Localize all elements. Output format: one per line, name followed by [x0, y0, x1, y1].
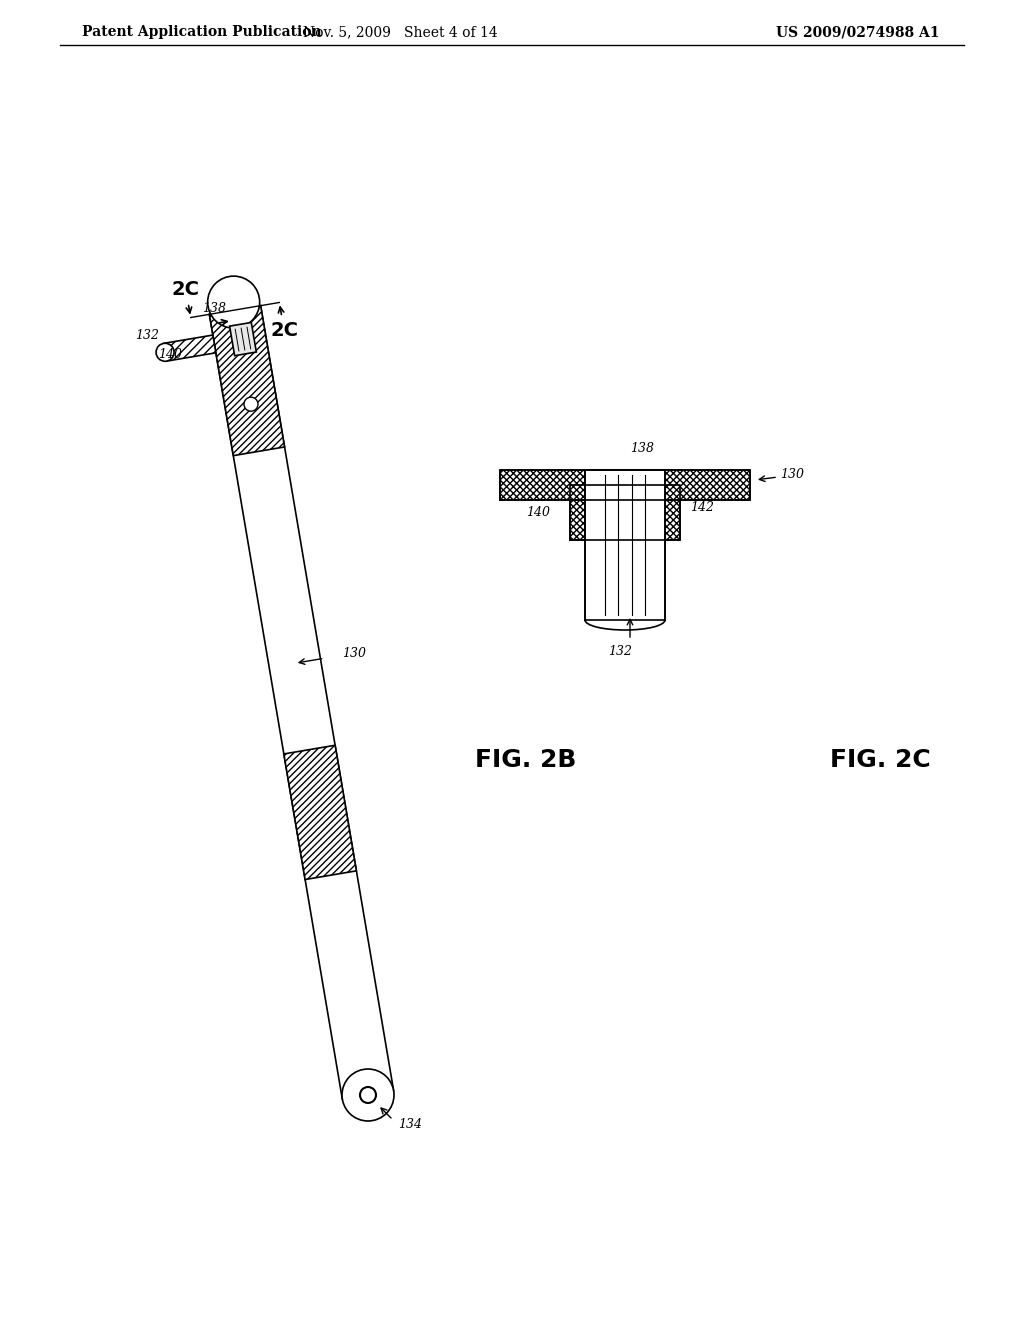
- Circle shape: [342, 1069, 394, 1121]
- Text: 2C: 2C: [270, 321, 298, 339]
- Polygon shape: [209, 306, 285, 455]
- Polygon shape: [229, 322, 256, 355]
- Text: 140: 140: [158, 348, 181, 362]
- FancyBboxPatch shape: [585, 470, 665, 620]
- Text: Nov. 5, 2009   Sheet 4 of 14: Nov. 5, 2009 Sheet 4 of 14: [303, 25, 498, 40]
- Polygon shape: [164, 335, 216, 362]
- Circle shape: [244, 397, 258, 412]
- Text: 138: 138: [630, 442, 654, 455]
- Ellipse shape: [156, 343, 174, 362]
- Text: 140: 140: [526, 506, 550, 519]
- Text: Patent Application Publication: Patent Application Publication: [82, 25, 322, 40]
- Polygon shape: [284, 746, 356, 879]
- Text: 134: 134: [398, 1118, 422, 1131]
- Text: 2C: 2C: [172, 280, 200, 300]
- Polygon shape: [209, 306, 393, 1100]
- Text: FIG. 2C: FIG. 2C: [830, 748, 931, 772]
- Text: FIG. 2B: FIG. 2B: [475, 748, 577, 772]
- Circle shape: [360, 1086, 376, 1104]
- Text: 132: 132: [135, 329, 159, 342]
- Ellipse shape: [208, 276, 260, 329]
- FancyBboxPatch shape: [570, 484, 680, 540]
- Text: 142: 142: [690, 502, 714, 513]
- Text: 130: 130: [780, 469, 804, 482]
- Text: US 2009/0274988 A1: US 2009/0274988 A1: [776, 25, 940, 40]
- Text: 132: 132: [608, 645, 632, 657]
- Text: 138: 138: [203, 302, 226, 315]
- FancyBboxPatch shape: [500, 470, 750, 500]
- Text: 130: 130: [342, 647, 366, 660]
